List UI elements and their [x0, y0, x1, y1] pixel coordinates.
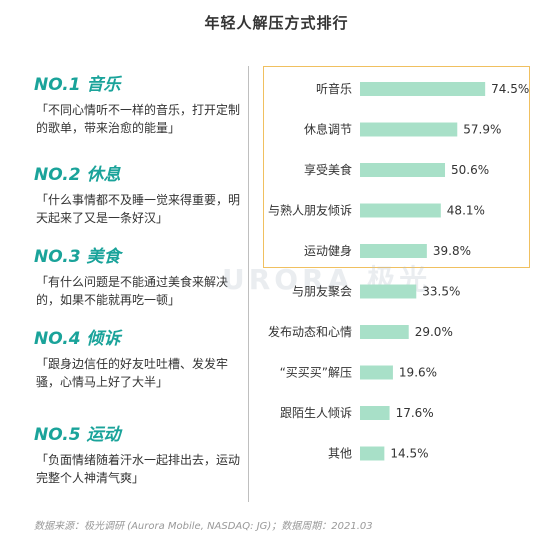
value-label: 14.5% — [390, 447, 428, 461]
bar — [360, 244, 427, 258]
category-label: 发布动态和心情 — [268, 324, 352, 339]
value-label: 33.5% — [422, 285, 460, 299]
rank-heading: NO.5 运动 — [34, 425, 121, 445]
category-label: 与朋友聚会 — [292, 285, 352, 299]
category-label: “买买买”解压 — [280, 366, 352, 380]
rank-item-2: NO.2 休息 「什么事情都不及睡一觉来得重要，明天起来了又是一条好汉」 — [34, 160, 244, 227]
bar — [360, 365, 393, 380]
chart-title: 年轻人解压方式排行 — [204, 14, 349, 32]
rank-item-4: NO.4 倾诉 「跟身边信任的好友吐吐槽、发发牢骚，心情马上好了大半」 — [34, 324, 244, 391]
value-label: 17.6% — [396, 406, 434, 420]
category-label: 运动健身 — [304, 243, 352, 258]
value-label: 39.8% — [433, 244, 471, 258]
rank-heading: NO.4 倾诉 — [34, 329, 121, 349]
rank-heading: NO.3 美食 — [34, 247, 121, 267]
rank-item-5: NO.5 运动 「负面情绪随着汗水一起排出去，运动完整个人神清气爽」 — [34, 420, 244, 487]
value-label: 50.6% — [451, 163, 489, 177]
rank-item-3: NO.3 美食 「有什么问题是不能通过美食来解决的，如果不能就再吃一顿」 — [34, 242, 244, 309]
vertical-divider — [248, 66, 249, 502]
value-label: 19.6% — [399, 366, 437, 380]
rank-quote: 「跟身边信任的好友吐吐槽、发发牢骚，心情马上好了大半」 — [36, 357, 229, 389]
category-label: 休息调节 — [304, 122, 352, 137]
top5-highlight-box — [263, 66, 530, 268]
category-label: 与熟人朋友倾诉 — [268, 203, 352, 218]
bar — [360, 284, 417, 299]
rank-quote: 「负面情绪随着汗水一起排出去，运动完整个人神清气爽」 — [36, 453, 241, 485]
data-source-note: 数据来源：极光调研 (Aurora Mobile, NASDAQ: JG)；数据… — [34, 521, 373, 532]
value-label: 29.0% — [415, 325, 453, 339]
bar — [360, 406, 390, 420]
rank-quote: 「有什么问题是不能通过美食来解决的，如果不能就再吃一顿」 — [36, 275, 229, 307]
bar — [360, 446, 385, 461]
value-label: 48.1% — [447, 204, 485, 218]
bar — [360, 122, 458, 137]
rank-quote: 「什么事情都不及睡一觉来得重要，明天起来了又是一条好汉」 — [36, 193, 241, 225]
rank-heading: NO.2 休息 — [34, 165, 121, 185]
value-label: 57.9% — [463, 123, 501, 137]
rank-item-1: NO.1 音乐 「不同心情听不一样的音乐，打开定制的歌单，带来治愈的能量」 — [34, 70, 244, 137]
bar — [360, 163, 446, 177]
rank-heading: NO.1 音乐 — [34, 75, 121, 95]
bar — [360, 203, 441, 218]
category-label: 跟陌生人倾诉 — [280, 406, 352, 420]
category-label: 享受美食 — [304, 162, 352, 177]
category-label: 其他 — [328, 447, 352, 461]
category-label: 听音乐 — [316, 81, 352, 96]
bar — [360, 82, 486, 96]
rank-quote: 「不同心情听不一样的音乐，打开定制的歌单，带来治愈的能量」 — [36, 103, 241, 135]
value-label: 74.5% — [491, 82, 529, 96]
bar — [360, 325, 409, 339]
